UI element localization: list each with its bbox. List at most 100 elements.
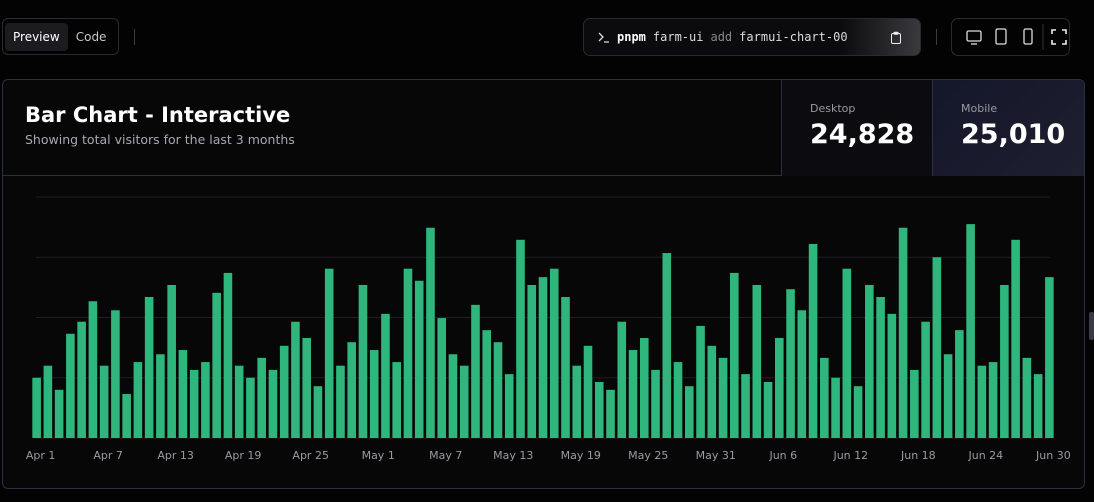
- bar: [786, 289, 795, 438]
- stat-mobile[interactable]: Mobile 25,010: [932, 80, 1084, 176]
- tablet-icon[interactable]: [995, 28, 1007, 45]
- bar: [178, 350, 188, 438]
- bar: [617, 321, 627, 438]
- x-tick-label: Jun 12: [832, 449, 868, 462]
- bar: [1045, 277, 1054, 438]
- x-tick-label: Jun 30: [1035, 449, 1071, 462]
- stat-value: 24,828: [810, 119, 915, 150]
- bar: [1022, 357, 1032, 438]
- bar: [66, 333, 75, 438]
- terminal-icon: [598, 32, 609, 43]
- stat-value: 25,010: [961, 119, 1066, 150]
- bar: [471, 304, 480, 438]
- bar: [775, 337, 784, 438]
- bar: [459, 365, 469, 438]
- bar: [212, 292, 221, 438]
- bar: [662, 253, 672, 438]
- bar: [1000, 284, 1009, 438]
- bar: [268, 369, 278, 438]
- x-tick-label: May 13: [493, 449, 533, 462]
- bar: [302, 337, 311, 438]
- bar: [673, 362, 683, 438]
- bar: [313, 386, 323, 438]
- x-tick-label: Apr 7: [93, 449, 123, 462]
- bar: [639, 337, 649, 438]
- bar: [1033, 374, 1043, 438]
- bar: [561, 297, 570, 438]
- x-tick-label: May 1: [362, 449, 395, 462]
- separator: [936, 29, 937, 45]
- tab[interactable]: Code: [75, 29, 107, 44]
- bar: [921, 321, 930, 438]
- bar: [426, 227, 435, 438]
- x-tick-label: Apr 25: [292, 449, 329, 462]
- bar: [291, 321, 300, 438]
- card-subtitle: Showing total visitors for the last 3 mo…: [25, 132, 295, 147]
- bar: [583, 345, 593, 438]
- side-handle: [1089, 312, 1094, 340]
- device-icons: [966, 24, 1067, 50]
- bar: [797, 310, 807, 438]
- desktop-icon[interactable]: [966, 30, 982, 42]
- bar: [358, 284, 368, 438]
- bar: [606, 389, 615, 438]
- bar: [684, 386, 694, 438]
- copy-button[interactable]: [890, 31, 902, 45]
- bar: [403, 268, 413, 438]
- bar: [538, 277, 548, 438]
- bar: [741, 374, 750, 438]
- x-tick-label: Apr 13: [157, 449, 194, 462]
- bar: [977, 365, 987, 438]
- stat-desktop[interactable]: Desktop 24,828: [781, 80, 932, 176]
- bar: [549, 268, 559, 438]
- bar: [99, 365, 109, 438]
- bar: [572, 365, 582, 438]
- x-tick-label: Apr 1: [26, 449, 56, 462]
- bar: [32, 377, 41, 438]
- x-tick-label: Jun 18: [900, 449, 936, 462]
- bar: [201, 362, 210, 438]
- bar: [381, 313, 390, 438]
- bar: [43, 365, 53, 438]
- x-tick-label: May 19: [561, 449, 601, 462]
- x-tick-label: Jun 6: [768, 449, 797, 462]
- bar: [223, 272, 233, 438]
- bar: [257, 357, 266, 438]
- bar: [414, 280, 424, 438]
- bar: [853, 386, 863, 438]
- fade: [840, 19, 920, 55]
- bar: [763, 381, 773, 438]
- command-part: add: [710, 30, 733, 44]
- card-title: Bar Chart - Interactive: [25, 103, 291, 127]
- bar: [122, 394, 131, 438]
- bar: [504, 374, 514, 438]
- bar: [943, 354, 953, 438]
- stat-label: Desktop: [810, 102, 856, 115]
- command-box: pnpm farm-ui add farmui-chart-00: [583, 18, 921, 56]
- bar: [246, 377, 255, 438]
- bar: [111, 310, 120, 438]
- bar: [167, 284, 176, 438]
- separator: [134, 29, 135, 45]
- bar: [820, 357, 829, 438]
- bar: [752, 284, 762, 438]
- tab[interactable]: Preview: [5, 22, 68, 51]
- command-part: pnpm: [617, 30, 646, 44]
- view-tabs: Preview Code: [2, 18, 119, 55]
- bar: [910, 369, 919, 438]
- bar: [234, 365, 244, 438]
- bar: [88, 301, 98, 438]
- bar: [392, 362, 402, 438]
- x-tick-label: May 7: [429, 449, 462, 462]
- bar: [144, 297, 154, 438]
- device-toggle: [951, 18, 1070, 56]
- bar: [448, 354, 458, 438]
- bar: [279, 345, 289, 438]
- fullscreen-icon[interactable]: [1051, 29, 1067, 45]
- bar: [482, 330, 492, 438]
- phone-icon[interactable]: [1023, 28, 1033, 45]
- bar: [718, 357, 728, 438]
- bar: [842, 268, 852, 438]
- bar: [54, 389, 64, 438]
